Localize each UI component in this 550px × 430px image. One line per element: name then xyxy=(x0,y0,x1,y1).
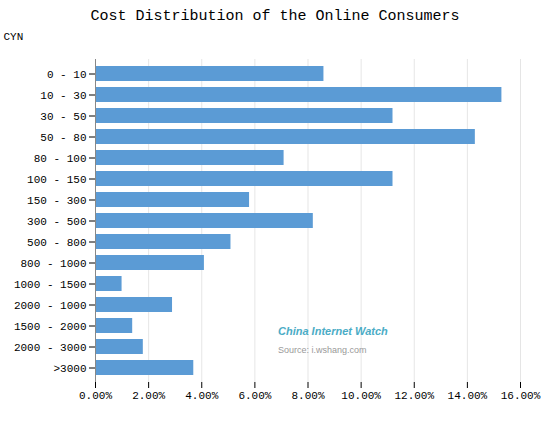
svg-text:4.00%: 4.00% xyxy=(185,390,218,402)
svg-text:2.00%: 2.00% xyxy=(132,390,165,402)
svg-text:10 - 30: 10 - 30 xyxy=(40,90,86,102)
svg-text:16.00%: 16.00% xyxy=(501,390,541,402)
svg-text:300 - 500: 300 - 500 xyxy=(27,216,86,228)
svg-text:0 - 10: 0 - 10 xyxy=(47,69,87,81)
svg-text:150 - 300: 150 - 300 xyxy=(27,195,86,207)
svg-text:30 - 50: 30 - 50 xyxy=(40,111,86,123)
svg-text:2000 - 1000: 2000 - 1000 xyxy=(14,300,87,312)
svg-text:100 - 150: 100 - 150 xyxy=(27,174,86,186)
svg-text:6.00%: 6.00% xyxy=(238,390,271,402)
svg-text:14.00%: 14.00% xyxy=(448,390,488,402)
svg-text:10.00%: 10.00% xyxy=(341,390,381,402)
svg-text:1000 - 1500: 1000 - 1500 xyxy=(14,279,87,291)
svg-text:1500 - 2000: 1500 - 2000 xyxy=(14,321,87,333)
svg-text:12.00%: 12.00% xyxy=(394,390,434,402)
svg-text:8.00%: 8.00% xyxy=(291,390,324,402)
svg-text:50 - 80: 50 - 80 xyxy=(40,132,86,144)
svg-text:80 - 100: 80 - 100 xyxy=(34,153,87,165)
svg-text:2000 - 3000: 2000 - 3000 xyxy=(14,342,87,354)
svg-text:0.00%: 0.00% xyxy=(79,390,112,402)
svg-text:500 - 800: 500 - 800 xyxy=(27,237,86,249)
svg-text:800 - 1000: 800 - 1000 xyxy=(20,258,86,270)
svg-text:Source: i.wshang.com: Source: i.wshang.com xyxy=(278,345,367,355)
svg-text:China Internet Watch: China Internet Watch xyxy=(278,325,388,337)
svg-text:>3000: >3000 xyxy=(53,363,86,375)
html-text:Cost Distribution of the Onlin: Cost Distribution of the Online Consumer… xyxy=(90,8,460,25)
svg-text:CYN: CYN xyxy=(4,31,24,43)
